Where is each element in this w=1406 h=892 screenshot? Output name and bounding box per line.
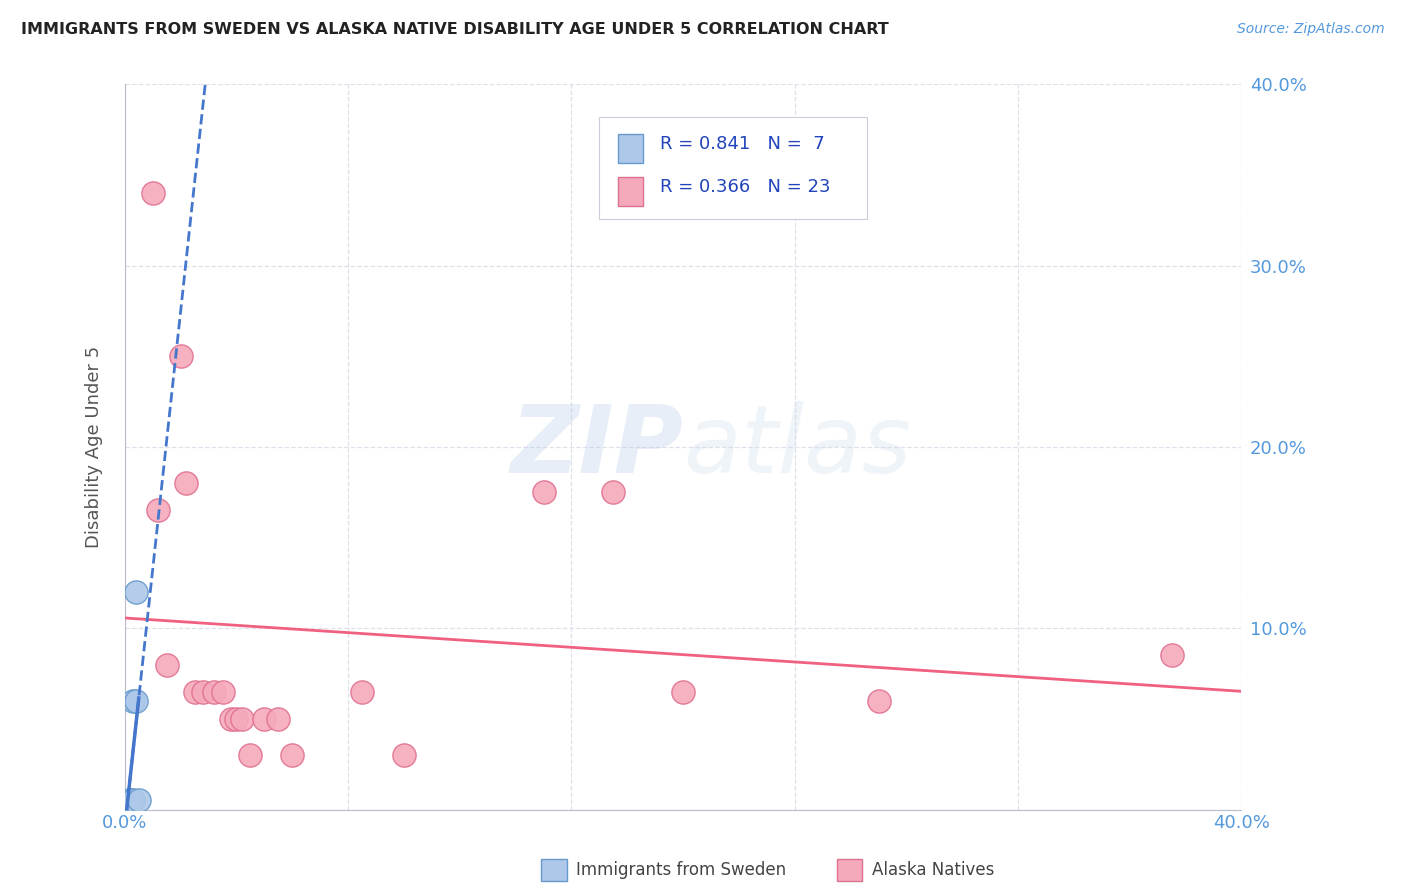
Point — [267, 712, 290, 726]
Point — [219, 712, 242, 726]
Point — [533, 485, 555, 500]
FancyBboxPatch shape — [599, 117, 868, 219]
Point — [183, 684, 205, 698]
Text: Alaska Natives: Alaska Natives — [872, 861, 994, 880]
Point — [672, 684, 695, 698]
Point — [253, 712, 276, 726]
Point — [156, 657, 179, 672]
Point — [120, 793, 142, 807]
Point — [191, 684, 214, 698]
Text: IMMIGRANTS FROM SWEDEN VS ALASKA NATIVE DISABILITY AGE UNDER 5 CORRELATION CHART: IMMIGRANTS FROM SWEDEN VS ALASKA NATIVE … — [21, 22, 889, 37]
Point — [239, 748, 262, 763]
Point — [231, 712, 253, 726]
Point — [602, 485, 624, 500]
Text: ZIP: ZIP — [510, 401, 683, 493]
Point — [148, 503, 170, 517]
Point — [392, 748, 415, 763]
FancyBboxPatch shape — [619, 134, 643, 163]
Text: R = 0.841   N =  7: R = 0.841 N = 7 — [659, 136, 824, 153]
Point — [352, 684, 374, 698]
Point — [122, 793, 145, 807]
Point — [211, 684, 233, 698]
Point — [125, 694, 148, 708]
Point — [125, 585, 148, 599]
Point — [868, 694, 890, 708]
Y-axis label: Disability Age Under 5: Disability Age Under 5 — [86, 346, 103, 548]
FancyBboxPatch shape — [619, 177, 643, 205]
Text: atlas: atlas — [683, 401, 911, 492]
Point — [120, 793, 142, 807]
Text: Source: ZipAtlas.com: Source: ZipAtlas.com — [1237, 22, 1385, 37]
Point — [169, 349, 191, 363]
Point — [202, 684, 225, 698]
Text: R = 0.366   N = 23: R = 0.366 N = 23 — [659, 178, 830, 195]
Point — [1160, 648, 1182, 663]
Point — [281, 748, 304, 763]
Point — [128, 793, 150, 807]
Point — [174, 476, 197, 491]
Text: Immigrants from Sweden: Immigrants from Sweden — [576, 861, 786, 880]
Point — [142, 186, 165, 201]
Point — [122, 694, 145, 708]
Point — [225, 712, 247, 726]
